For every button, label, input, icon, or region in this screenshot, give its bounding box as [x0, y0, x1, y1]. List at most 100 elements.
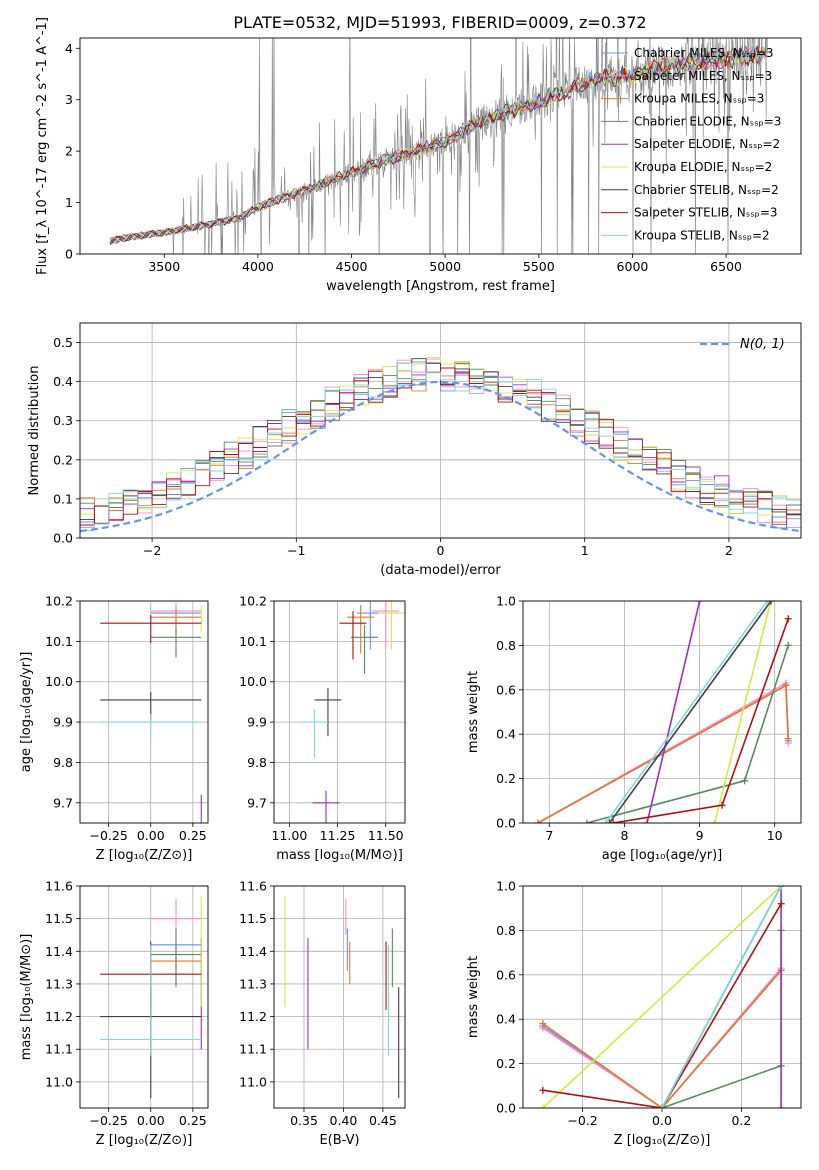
x-tick-label: 1: [581, 543, 589, 558]
weight-marker: [711, 819, 719, 823]
weight-marker: [696, 601, 704, 605]
weight-line: [713, 601, 772, 823]
panel-weight_vs_Z: −0.2 0.0 0.2 0.0 0.2 0.4 0.6 0.8 1.0 Z [log₁₀(Z/Z…: [466, 879, 802, 1148]
x-axis-label: age [log₁₀(age/yr)]: [602, 848, 723, 863]
y-tick-label: 10.0: [239, 674, 267, 689]
y-tick-label: 0.6: [496, 967, 516, 982]
x-axis-label: wavelength [Angstrom, rest frame]: [326, 279, 555, 294]
grid-mass_vs_Z: [80, 885, 208, 1108]
x-tick-label: 11.25: [320, 828, 356, 843]
x-tick-label: 0.25: [179, 828, 207, 843]
x-tick-label: 11.00: [272, 828, 308, 843]
panel-spectrum: 3500 4000 4500 5000 5500 6000 6500 0 1 2 3 4 wavelen…: [35, 17, 802, 294]
y-axis-label: Flux [f_λ 10^-17 erg cm^-2 s^-1 A^-1]: [35, 17, 50, 275]
x-tick-label: 2: [725, 543, 733, 558]
panel-residuals: −2 −1 0 1 2 0.0 0.1 0.2 0.3 0.4 0.5 (data-model)/er…: [27, 322, 802, 578]
model-spectrum-line: [109, 46, 767, 245]
y-tick-label: 0.2: [496, 1056, 516, 1071]
weight-marker: [777, 886, 785, 890]
grid-age_vs_Z: [80, 600, 208, 823]
y-tick-label: 10.2: [239, 594, 267, 609]
y-tick-label: 0.5: [53, 335, 73, 350]
y-tick-label: 2: [65, 144, 73, 159]
y-tick-label: 0.3: [53, 413, 73, 428]
weight-marker: [784, 641, 792, 649]
y-tick-label: 0.0: [496, 1101, 516, 1116]
weight-marker: [539, 1104, 547, 1108]
y-tick-label: 3: [65, 92, 73, 107]
weight-marker: [718, 801, 726, 809]
axes-frame: [522, 885, 802, 1109]
y-tick-label: 9.9: [53, 715, 73, 730]
plot-area-spectrum: [109, 38, 768, 254]
weight-line: [542, 886, 782, 1108]
axes-frame: [273, 885, 406, 1109]
y-tick-label: 0.2: [53, 452, 73, 467]
x-tick-label: 0.35: [290, 1113, 318, 1128]
x-tick-label: −2: [143, 543, 161, 558]
x-tick-label: −1: [287, 543, 305, 558]
weight-marker: [602, 819, 610, 823]
x-tick-label: 0.00: [137, 1113, 165, 1128]
y-tick-label: 1: [65, 195, 73, 210]
legend-label: Kroupa MILES, Nₛₛₚ=3: [634, 92, 764, 106]
y-tick-label: 0.8: [496, 923, 516, 938]
y-tick-label: 0.0: [53, 531, 73, 546]
x-tick-label: 10: [767, 828, 783, 843]
weight-marker: [777, 900, 785, 908]
legend-label: Chabrier STELIB, Nₛₛₚ=2: [634, 183, 779, 197]
y-axis-label: mass weight: [466, 956, 481, 1038]
figure-title: PLATE=0532, MJD=51993, FIBERID=0009, z=0…: [233, 13, 646, 32]
residual-legend: N(0, 1): [700, 337, 785, 352]
x-axis-label: E(B-V): [319, 1133, 359, 1148]
y-tick-label: 11.3: [45, 976, 73, 991]
y-tick-label: 11.6: [239, 879, 267, 894]
legend-label: N(0, 1): [740, 337, 785, 352]
panel-age_vs_mass: 11.00 11.25 11.50 9.7 9.8 9.9 10.0 10.1 10.2 mass…: [239, 594, 406, 863]
plot-area-mass_vs_Z: [100, 895, 203, 1099]
plot-area-weight_vs_age: [534, 601, 792, 823]
weight-marker: [605, 819, 613, 823]
x-tick-label: 5000: [429, 259, 461, 274]
panel-age_vs_Z: −0.25 0.00 0.25 9.7 9.8 9.9 10.0 10.1 10.2 Z [log…: [19, 594, 209, 863]
model-spectrum-line: [109, 47, 767, 243]
x-tick-label: 6500: [710, 259, 742, 274]
x-tick-label: 0.25: [179, 1113, 207, 1128]
y-tick-label: 9.8: [247, 755, 267, 770]
y-tick-label: 11.0: [45, 1074, 73, 1089]
y-tick-label: 0: [65, 247, 73, 262]
panel-mass_vs_ebv: 0.35 0.40 0.45 11.0 11.1 11.2 11.3 11.4 11.5 11.6…: [239, 879, 406, 1148]
y-tick-label: 0.8: [496, 638, 516, 653]
y-tick-label: 9.9: [247, 715, 267, 730]
y-tick-label: 11.1: [239, 1042, 267, 1057]
model-spectrum-line: [109, 45, 767, 244]
weight-marker: [777, 1104, 785, 1108]
plot-area-mass_vs_ebv: [284, 895, 400, 1099]
panels: 3500 4000 4500 5000 5500 6000 6500 0 1 2 3 4 wavelen…: [19, 17, 802, 1148]
x-tick-label: 0.40: [330, 1113, 358, 1128]
x-tick-label: −0.25: [89, 828, 127, 843]
plot-area-weight_vs_Z: [539, 886, 785, 1108]
y-tick-label: 11.3: [239, 976, 267, 991]
y-tick-label: 1.0: [496, 594, 516, 609]
weight-marker: [609, 819, 617, 823]
grid-residuals: [80, 323, 801, 539]
weight-marker: [534, 819, 542, 823]
y-tick-label: 9.8: [53, 755, 73, 770]
y-tick-label: 11.2: [239, 1009, 267, 1024]
y-tick-label: 9.7: [247, 795, 267, 810]
y-tick-label: 11.1: [45, 1042, 73, 1057]
weight-line: [608, 601, 772, 823]
legend-label: Salpeter ELODIE, Nₛₛₚ=2: [634, 137, 780, 151]
weight-marker: [784, 615, 792, 623]
weight-marker: [763, 601, 771, 605]
legend-label: Chabrier ELODIE, Nₛₛₚ=3: [634, 114, 781, 128]
x-tick-label: 7: [545, 828, 553, 843]
residual-histogram: [80, 362, 801, 538]
y-tick-label: 11.4: [239, 944, 267, 959]
y-tick-label: 0.4: [496, 1012, 516, 1027]
y-tick-label: 4: [65, 41, 73, 56]
y-tick-label: 0.1: [53, 491, 73, 506]
weight-line: [604, 601, 768, 823]
